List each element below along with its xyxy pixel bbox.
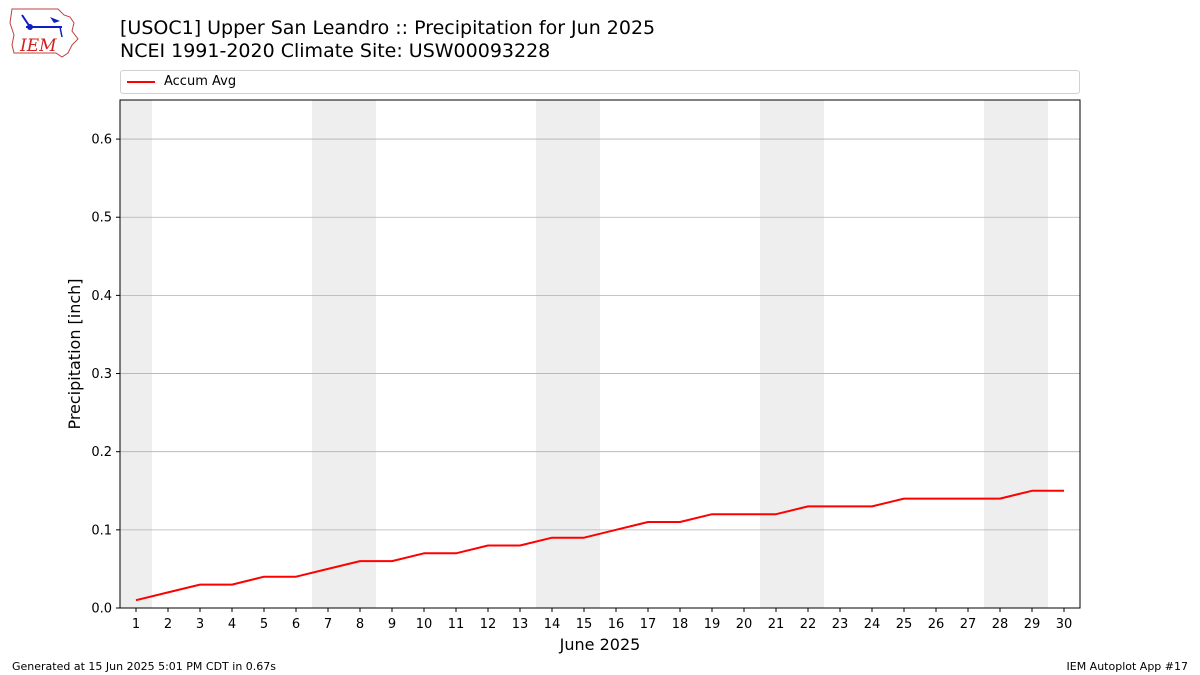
- x-tick-label: 5: [260, 617, 268, 632]
- x-tick-label: 14: [544, 617, 561, 632]
- x-tick-label: 3: [196, 617, 204, 632]
- y-tick-label: 0.1: [91, 523, 112, 538]
- chart-subtitle: NCEI 1991-2020 Climate Site: USW00093228: [120, 40, 551, 62]
- x-tick-label: 29: [1024, 617, 1041, 632]
- y-tick-label: 0.0: [91, 602, 112, 617]
- x-tick-label: 15: [576, 617, 593, 632]
- weekend-band: [536, 100, 600, 608]
- x-tick-label: 27: [960, 617, 977, 632]
- legend-swatch: [127, 81, 155, 83]
- x-tick-label: 11: [448, 617, 465, 632]
- legend-label: Accum Avg: [164, 74, 237, 89]
- generated-timestamp: Generated at 15 Jun 2025 5:01 PM CDT in …: [12, 660, 277, 673]
- y-tick-label: 0.6: [91, 133, 112, 148]
- x-tick-label: 1: [132, 617, 140, 632]
- x-tick-label: 4: [228, 617, 236, 632]
- x-tick-label: 19: [704, 617, 721, 632]
- weekend-band: [760, 100, 824, 608]
- x-tick-label: 16: [608, 617, 625, 632]
- x-tick-label: 21: [768, 617, 785, 632]
- chart-title: [USOC1] Upper San Leandro :: Precipitati…: [120, 17, 656, 39]
- x-tick-label: 17: [640, 617, 657, 632]
- x-axis-label: June 2025: [559, 635, 641, 654]
- weekend-band: [120, 100, 152, 608]
- x-tick-label: 18: [672, 617, 689, 632]
- weekend-band: [312, 100, 376, 608]
- x-tick-label: 8: [356, 617, 364, 632]
- x-tick-label: 10: [416, 617, 433, 632]
- x-tick-label: 6: [292, 617, 300, 632]
- x-tick-label: 9: [388, 617, 396, 632]
- series-line: [135, 489, 1064, 602]
- x-tick-label: 7: [324, 617, 332, 632]
- x-tick-label: 13: [512, 617, 529, 632]
- x-tick-label: 22: [800, 617, 817, 632]
- x-tick-label: 26: [928, 617, 945, 632]
- iem-logo: IEM: [9, 8, 79, 58]
- weekend-band: [984, 100, 1048, 608]
- app-label: IEM Autoplot App #17: [1066, 660, 1189, 673]
- y-tick-label: 0.2: [91, 445, 112, 460]
- x-tick-label: 12: [480, 617, 497, 632]
- x-tick-label: 24: [864, 617, 881, 632]
- x-tick-label: 20: [736, 617, 753, 632]
- y-tick-label: 0.4: [91, 289, 112, 304]
- x-tick-label: 23: [832, 617, 849, 632]
- x-tick-label: 28: [992, 617, 1009, 632]
- x-tick-label: 2: [164, 617, 172, 632]
- x-tick-label: 30: [1056, 617, 1073, 632]
- logo-text: IEM: [19, 36, 57, 56]
- y-tick-label: 0.3: [91, 367, 112, 382]
- plot-frame: [119, 99, 1081, 609]
- y-tick-label: 0.5: [91, 211, 112, 226]
- legend: Accum Avg: [120, 70, 1080, 94]
- y-axis-label: Precipitation [inch]: [65, 278, 84, 429]
- x-tick-label: 25: [896, 617, 913, 632]
